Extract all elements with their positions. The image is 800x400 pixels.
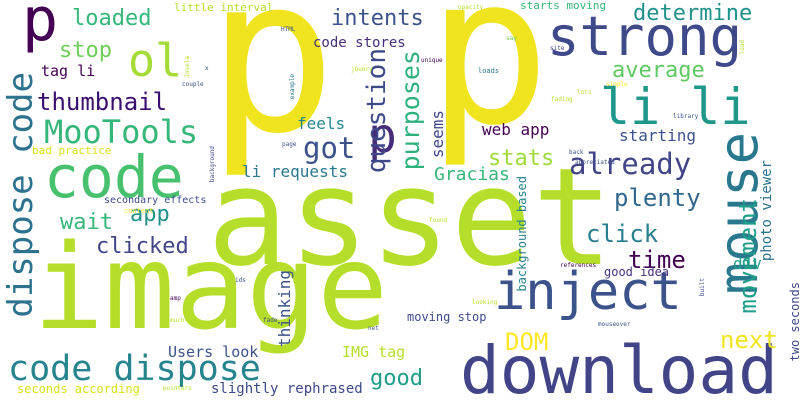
cloud-word: clicked bbox=[96, 236, 189, 258]
cloud-word: load bbox=[740, 40, 746, 54]
cloud-word: couple bbox=[182, 82, 204, 88]
cloud-word: page bbox=[282, 142, 296, 148]
cloud-word: fading bbox=[551, 97, 573, 103]
cloud-word: opacity bbox=[458, 5, 483, 11]
cloud-word: example bbox=[290, 74, 296, 99]
cloud-word: simple bbox=[606, 82, 628, 88]
cloud-word: good idea bbox=[604, 266, 669, 278]
cloud-word: background based bbox=[516, 176, 528, 292]
cloud-word: plenty bbox=[614, 186, 701, 210]
cloud-word: determine bbox=[633, 3, 752, 25]
cloud-word: much bbox=[170, 318, 184, 324]
cloud-word: loads bbox=[478, 68, 499, 75]
cloud-word: dispose code bbox=[4, 72, 38, 318]
cloud-word: slightly rephrased bbox=[211, 382, 363, 396]
cloud-word: thinking bbox=[277, 270, 293, 347]
cloud-word: next bbox=[720, 328, 778, 352]
cloud-word: got bbox=[303, 134, 355, 163]
cloud-word: bad practice bbox=[32, 145, 111, 156]
cloud-word: loaded bbox=[72, 8, 151, 30]
cloud-word: photo viewer bbox=[760, 160, 774, 261]
cloud-word: amp bbox=[170, 296, 181, 302]
cloud-word: looking bbox=[472, 300, 497, 306]
cloud-word: background bbox=[210, 146, 216, 182]
cloud-word: built bbox=[700, 278, 706, 296]
cloud-word: image bbox=[33, 228, 388, 346]
cloud-word: starting bbox=[619, 128, 696, 144]
cloud-word: stop bbox=[59, 40, 112, 62]
cloud-word: ol bbox=[128, 38, 182, 83]
cloud-word: Gracias bbox=[434, 166, 510, 184]
cloud-word: seconds according bbox=[17, 383, 140, 395]
cloud-word: starts moving bbox=[520, 0, 606, 11]
cloud-word: references bbox=[560, 263, 596, 269]
cloud-word: ids bbox=[235, 278, 246, 284]
cloud-word: back bbox=[569, 150, 583, 156]
cloud-word: say bbox=[506, 36, 517, 42]
cloud-word: library bbox=[673, 114, 698, 120]
cloud-word: net bbox=[368, 326, 379, 332]
cloud-word: purposes bbox=[398, 50, 423, 170]
cloud-word: seems bbox=[430, 110, 446, 158]
cloud-word: x bbox=[205, 66, 209, 72]
cloud-word: HTML bbox=[281, 27, 295, 33]
cloud-word: jQuery bbox=[351, 67, 373, 73]
cloud-word: good bbox=[370, 368, 423, 390]
cloud-word: fade bbox=[263, 318, 277, 324]
cloud-word: content bbox=[124, 208, 154, 215]
cloud-word: pointers bbox=[163, 386, 192, 392]
cloud-word: thumbnail bbox=[37, 90, 167, 114]
cloud-word: intents bbox=[331, 8, 424, 30]
cloud-word: DOM bbox=[505, 330, 548, 354]
cloud-word: little interval bbox=[174, 2, 273, 13]
cloud-word: tag li bbox=[41, 64, 95, 79]
cloud-word: feels bbox=[297, 116, 345, 132]
cloud-word: click bbox=[586, 222, 658, 246]
cloud-word: appreciated bbox=[575, 160, 615, 166]
cloud-word: found bbox=[429, 218, 447, 224]
cloud-word: site bbox=[550, 46, 564, 52]
cloud-word: secondary effects bbox=[104, 196, 206, 206]
cloud-word: two seconds bbox=[789, 282, 800, 361]
cloud-word: unique bbox=[421, 58, 443, 64]
cloud-word: wait bbox=[60, 212, 113, 234]
cloud-word: mouseover bbox=[598, 322, 631, 328]
cloud-word: IMG tag bbox=[342, 345, 405, 360]
cloud-word: code stores bbox=[313, 36, 406, 50]
cloud-word: average bbox=[612, 60, 705, 82]
cloud-word: p bbox=[22, 0, 58, 50]
cloud-word: go bbox=[358, 320, 365, 326]
cloud-word: div bbox=[733, 256, 762, 272]
cloud-word: lots bbox=[577, 90, 591, 96]
cloud-word: web app bbox=[482, 122, 549, 138]
cloud-word: moving stop bbox=[407, 311, 486, 323]
cloud-word: Josela bbox=[185, 56, 191, 78]
cloud-word: Users look bbox=[168, 345, 258, 360]
cloud-word: li li bbox=[600, 82, 751, 132]
cloud-word: li requests bbox=[242, 164, 348, 180]
